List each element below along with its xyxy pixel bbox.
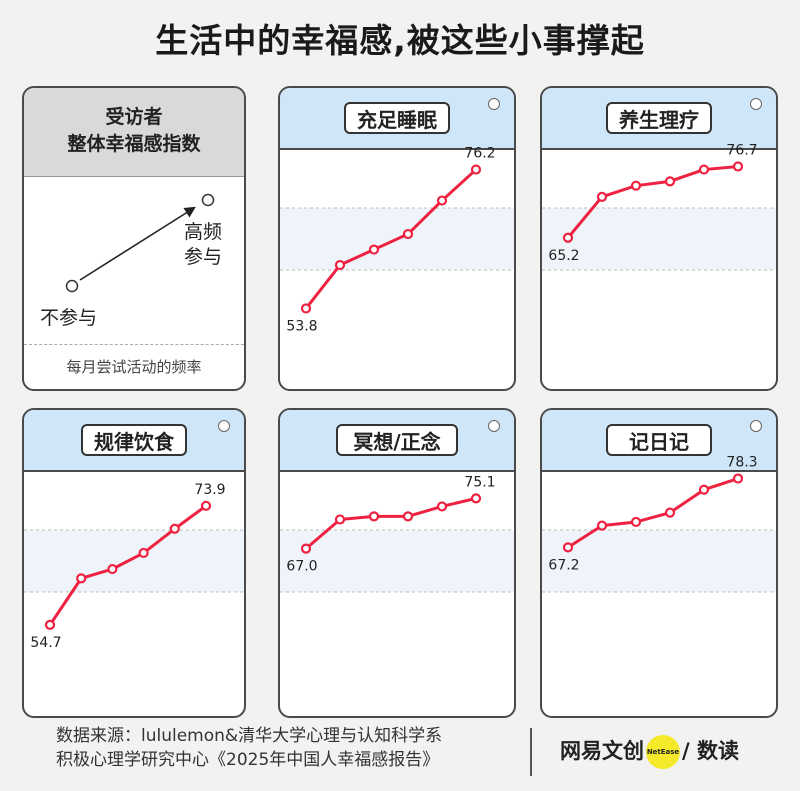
data-point: [698, 484, 710, 495]
chart-header: 规律饮食: [24, 410, 244, 472]
data-label-end: 73.9: [194, 482, 225, 498]
data-point: [300, 543, 312, 554]
series-line: [304, 168, 478, 310]
data-label-start: 54.7: [30, 635, 61, 651]
data-point: [562, 542, 574, 553]
data-point: [470, 493, 482, 504]
data-label-end: 75.1: [464, 474, 495, 490]
data-point: [334, 514, 346, 525]
data-point: [368, 511, 380, 522]
data-point: [334, 259, 346, 271]
data-point: [630, 180, 642, 191]
chart-title: 冥想/正念: [336, 424, 458, 456]
chart-header: 充足睡眠: [280, 88, 514, 150]
tag-hole-icon: [750, 420, 762, 432]
chart-header: 冥想/正念: [280, 410, 514, 472]
chart-header: 记日记: [542, 410, 776, 472]
data-point: [436, 501, 448, 512]
chart-card: 养生理疗 65.2 76.7: [540, 86, 778, 391]
source-line1: 数据来源：lululemon&清华大学心理与认知科学系: [56, 726, 443, 746]
chart-title: 记日记: [606, 424, 712, 456]
data-label-start: 67.0: [286, 559, 317, 575]
data-point: [402, 511, 414, 522]
data-point: [664, 176, 676, 187]
series-line: [304, 496, 478, 551]
data-point: [698, 164, 710, 175]
data-label-end: 76.7: [726, 142, 757, 158]
band-60-70: [280, 530, 514, 592]
legend-heading: 受访者 整体幸福感指数: [24, 88, 244, 177]
tag-hole-icon: [218, 420, 230, 432]
line-chart: 54.7 73.9: [24, 482, 244, 651]
data-point: [300, 303, 312, 314]
legend-diagram: [65, 193, 215, 293]
data-point: [664, 507, 676, 518]
data-point: [470, 164, 482, 175]
data-point: [596, 191, 608, 202]
data-point: [138, 547, 149, 559]
data-point: [596, 520, 608, 531]
data-point: [169, 523, 180, 534]
chart-title: 养生理疗: [606, 102, 712, 134]
brand-dot-icon: NetEase: [646, 735, 680, 769]
data-label-start: 53.8: [286, 318, 317, 334]
line-chart: 67.2 78.3: [542, 455, 776, 593]
legend-high-label: 高频 参与: [184, 220, 222, 270]
data-point: [76, 573, 87, 584]
data-point: [732, 161, 744, 172]
data-point: [107, 563, 118, 575]
legend-high-label-line2: 参与: [184, 246, 223, 268]
source-note: 数据来源：lululemon&清华大学心理与认知科学系 积极心理学研究中心《20…: [56, 724, 442, 772]
legend-arrow: [79, 206, 196, 281]
source-line2: 积极心理学研究中心《2025年中国人幸福感报告》: [56, 750, 440, 770]
data-point: [562, 232, 574, 243]
chart-card: 充足睡眠 50 60 70 80 53.8 76.2: [278, 86, 516, 391]
chart-title: 规律饮食: [81, 424, 187, 456]
data-point: [402, 228, 414, 240]
chart-title: 充足睡眠: [344, 102, 450, 134]
brand-name-right: / 数读: [682, 739, 739, 763]
tag-hole-icon: [750, 98, 762, 110]
chart-header: 养生理疗: [542, 88, 776, 150]
chart-card: 规律饮食 54.7 73.9: [22, 408, 246, 718]
series-line: [48, 504, 208, 627]
legend-low-point: [65, 279, 79, 293]
legend-high-point: [201, 193, 215, 207]
band-60-70: [24, 530, 244, 592]
data-point: [200, 500, 212, 511]
legend-low-label: 不参与: [40, 307, 98, 329]
data-label-start: 67.2: [548, 557, 579, 573]
brand-name-left: 网易文创: [560, 739, 644, 763]
legend-axis-caption: 每月尝试活动的频率: [24, 344, 244, 389]
legend-heading-line1: 受访者: [105, 106, 163, 128]
legend-high-label-line1: 高频: [184, 221, 223, 243]
data-point: [368, 244, 380, 255]
legend-heading-line2: 整体幸福感指数: [67, 133, 201, 155]
data-point: [732, 473, 744, 484]
line-chart: 67.0 75.1: [280, 474, 514, 593]
band-60-70: [542, 208, 776, 270]
data-label-end: 76.2: [464, 146, 495, 162]
line-chart: 65.2 76.7: [542, 142, 776, 271]
data-point: [630, 516, 642, 528]
data-point: [44, 619, 56, 630]
data-label-end: 78.3: [726, 455, 757, 471]
data-label-start: 65.2: [548, 248, 579, 264]
page-title: 生活中的幸福感,被这些小事撑起: [155, 21, 645, 60]
chart-card: 记日记 67.2 78.3: [540, 408, 778, 718]
brand-logo: 网易文创 NetEase / 数读: [560, 735, 739, 769]
series-line: [566, 477, 740, 549]
tag-hole-icon: [488, 420, 500, 432]
series-line: [566, 164, 740, 240]
data-point: [436, 195, 448, 206]
chart-card: 冥想/正念 67.0 75.1: [278, 408, 516, 718]
legend-card: 受访者 整体幸福感指数 不参与 高频 参与 每月尝试活动的频率: [22, 86, 246, 391]
footer-divider: [530, 728, 532, 776]
tag-hole-icon: [488, 98, 500, 110]
